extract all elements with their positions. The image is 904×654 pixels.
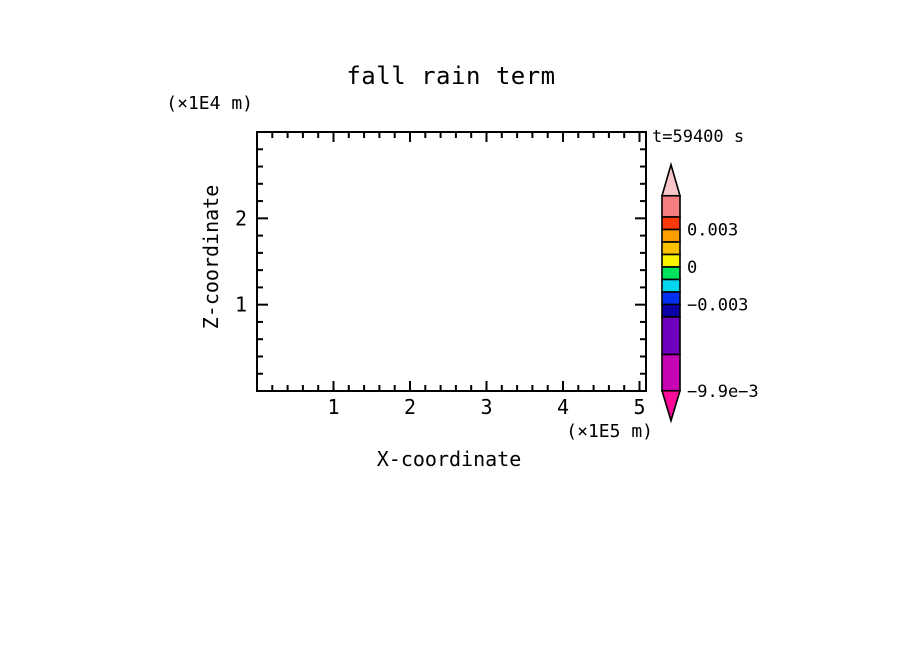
colorbar-segment <box>661 241 681 256</box>
plot-title: fall rain term <box>346 62 555 90</box>
y-axis-label: Z-coordinate <box>199 185 223 330</box>
x-axis-tick-label: 5 <box>633 395 645 419</box>
y-axis-tick-label: 1 <box>235 293 247 317</box>
y-axis-unit: (×1E4 m) <box>166 93 253 114</box>
x-axis-tick-label: 1 <box>327 395 339 419</box>
colorbar-segment <box>661 216 681 231</box>
time-annotation: t=59400 s <box>652 127 744 147</box>
y-axis-tick-label: 2 <box>235 206 247 230</box>
x-axis-unit: (×1E5 m) <box>566 421 653 442</box>
colorbar-segment <box>661 266 681 281</box>
x-axis-tick-label: 2 <box>404 395 416 419</box>
colorbar-label: −9.9e−3 <box>687 382 759 402</box>
x-axis-tick-label: 3 <box>480 395 492 419</box>
colorbar-segment <box>661 253 681 268</box>
colorbar-segment <box>661 316 681 356</box>
colorbar-label: 0.003 <box>687 221 738 241</box>
colorbar: 0.003 0 −0.003 −9.9e−3 <box>660 161 759 424</box>
plot-area <box>256 131 647 392</box>
colorbar-label: 0 <box>687 258 697 278</box>
colorbar-segment <box>661 194 681 218</box>
colorbar-over-arrow <box>660 161 682 197</box>
colorbar-segment <box>661 278 681 293</box>
colorbar-segment <box>661 303 681 318</box>
colorbar-segment <box>661 291 681 306</box>
x-axis-ticks: 1 2 3 4 5 <box>271 133 646 419</box>
y-axis-ticks: 12 <box>235 148 645 375</box>
colorbar-label: −0.003 <box>687 296 748 316</box>
colorbar-segment <box>661 353 681 392</box>
x-axis-label: X-coordinate <box>377 447 522 471</box>
colorbar-segment <box>661 228 681 243</box>
colorbar-under-arrow <box>660 389 682 424</box>
x-axis-tick-label: 4 <box>557 395 569 419</box>
